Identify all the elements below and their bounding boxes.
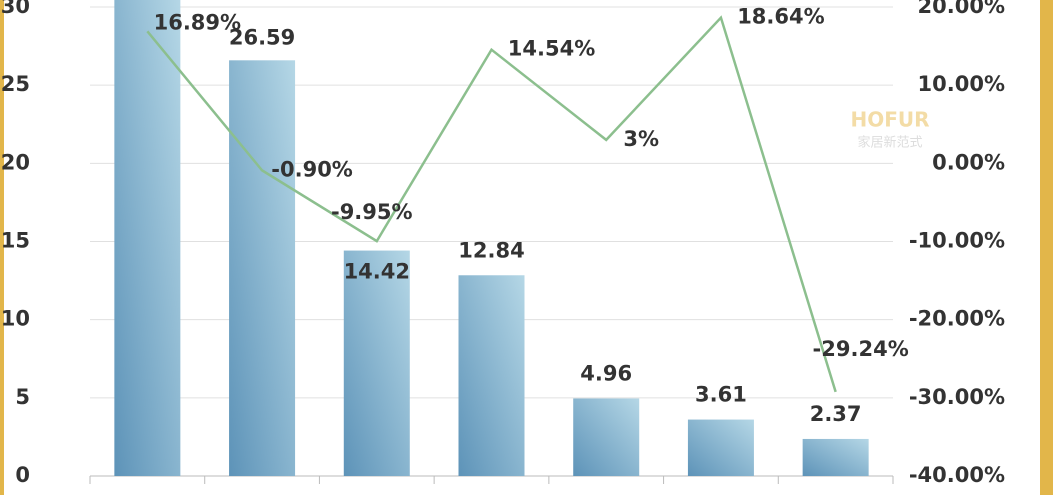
bar <box>458 275 525 476</box>
y2-tick-label: -20.00% <box>909 307 1005 331</box>
line-value-label: -0.90% <box>271 157 353 181</box>
y2-tick-label: 0.00% <box>932 150 1005 174</box>
y-tick-label: 0 <box>15 463 30 487</box>
bar <box>114 0 181 476</box>
bar-value-label: 2.37 <box>810 402 862 426</box>
line-value-label: 14.54% <box>508 37 595 61</box>
bar-value-label: 3.61 <box>695 383 747 407</box>
bar-value-label: 4.96 <box>580 361 632 385</box>
bar <box>573 398 640 476</box>
y-tick-label: 20 <box>1 150 30 174</box>
y-tick-label: 30 <box>1 0 30 18</box>
y-tick-label: 15 <box>1 229 30 253</box>
line-value-label: 3% <box>623 127 659 151</box>
line-value-label: 16.89% <box>154 10 241 34</box>
watermark-tagline: 家居新范式 <box>857 135 922 151</box>
watermark-brand: HOFUR <box>850 108 929 132</box>
y2-tick-label: 10.00% <box>918 72 1005 96</box>
line-value-label: -29.24% <box>813 337 909 361</box>
y2-tick-label: -40.00% <box>909 463 1005 487</box>
bar-value-label: 26.59 <box>229 25 295 49</box>
bar <box>229 60 296 477</box>
y-tick-label: 10 <box>1 307 30 331</box>
line-value-label: 18.64% <box>737 5 824 29</box>
frame-left <box>0 0 4 495</box>
y-tick-label: 5 <box>15 385 30 409</box>
bar <box>687 419 754 476</box>
bar-value-label: 12.84 <box>458 238 524 262</box>
bar <box>343 250 410 476</box>
bar-value-label: 14.42 <box>344 260 410 284</box>
line-value-label: -9.95% <box>331 200 413 224</box>
y-tick-label: 25 <box>1 72 30 96</box>
y2-tick-label: 20.00% <box>918 0 1005 18</box>
frame-right <box>1040 0 1053 495</box>
bar <box>802 438 869 476</box>
line <box>146 15 837 393</box>
y2-tick-label: -30.00% <box>909 385 1005 409</box>
y2-tick-label: -10.00% <box>909 229 1005 253</box>
